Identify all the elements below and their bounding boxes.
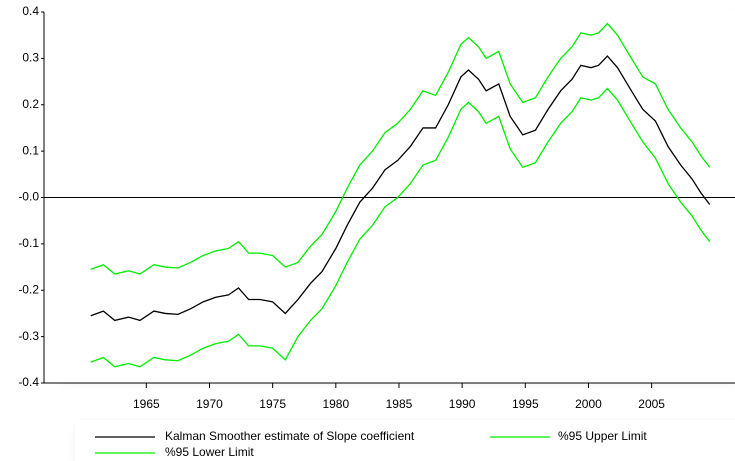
x-tick-label: 1975 [259, 397, 286, 411]
y-tick-label: -0.0 [18, 190, 39, 204]
y-tick-label: -0.4 [18, 375, 39, 389]
legend: Kalman Smoother estimate of Slope coeffi… [75, 420, 735, 461]
series-line [90, 22, 711, 275]
x-tick-label: 1965 [133, 397, 160, 411]
legend-label: %95 Upper Limit [558, 429, 647, 443]
x-tick-label: 2005 [638, 397, 665, 411]
y-tick-label: 0.1 [22, 143, 39, 157]
y-tick-label: 0.4 [22, 4, 39, 18]
y-tick-label: 0.2 [22, 97, 39, 111]
x-tick-label: 1970 [196, 397, 223, 411]
y-tick-label: 0.3 [22, 51, 39, 65]
y-tick-label: -0.3 [18, 329, 39, 343]
legend-frame [75, 420, 735, 461]
x-tick-label: 2000 [575, 397, 602, 411]
x-tick-label: 1985 [386, 397, 413, 411]
x-tick-label: 1980 [322, 397, 349, 411]
legend-label: Kalman Smoother estimate of Slope coeffi… [165, 429, 415, 443]
series-line [90, 55, 711, 322]
series-line [90, 87, 711, 368]
legend-label: %95 Lower Limit [165, 445, 254, 459]
x-tick-label: 1995 [512, 397, 539, 411]
x-tick-label: 1990 [449, 397, 476, 411]
y-tick-label: -0.2 [18, 282, 39, 296]
y-tick-label: -0.1 [18, 236, 39, 250]
